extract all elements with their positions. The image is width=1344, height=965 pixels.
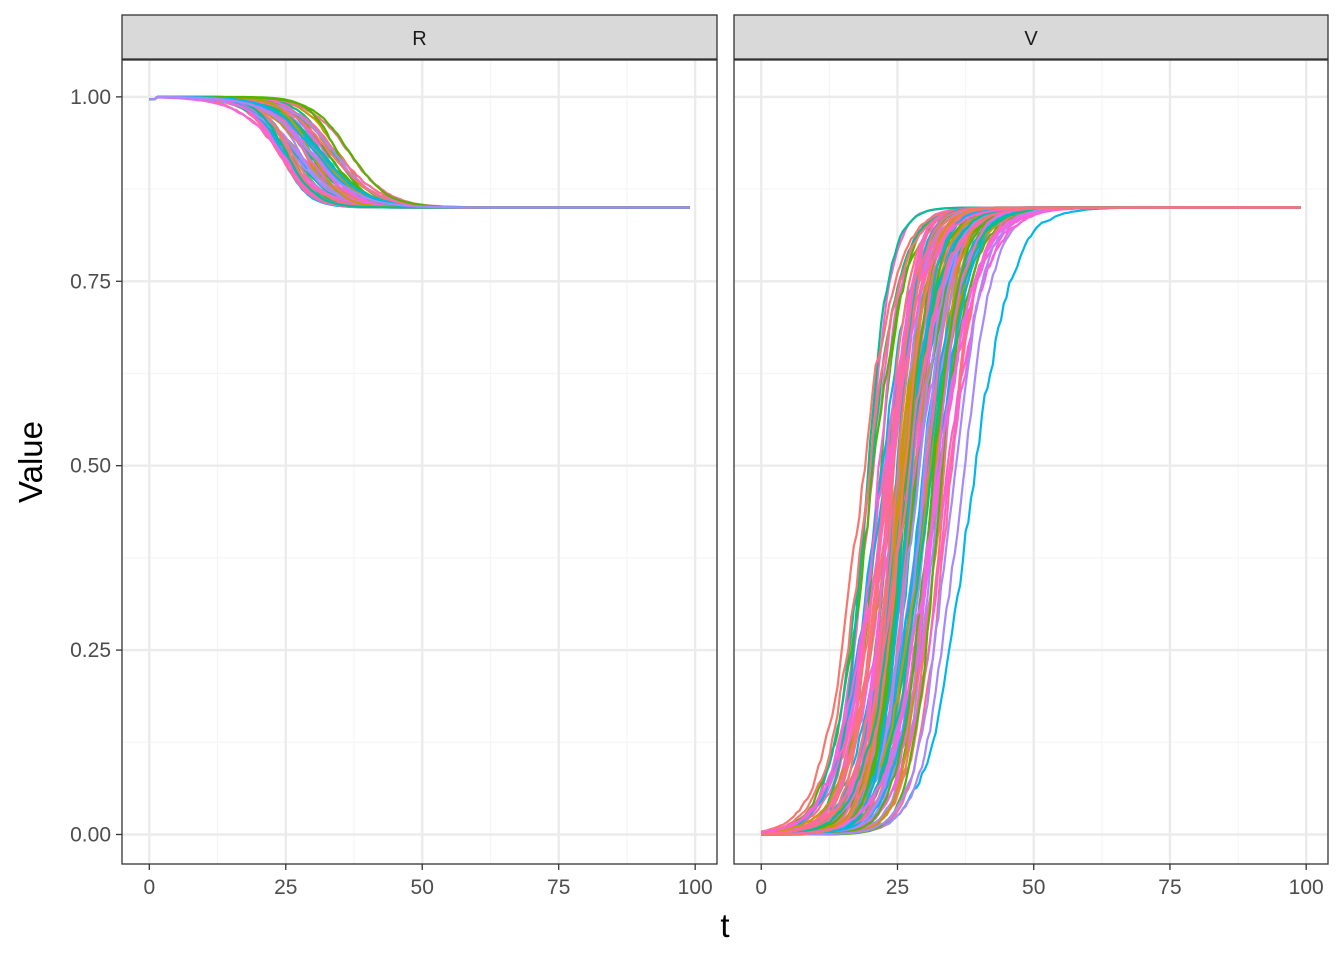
y-tick-label: 0.75 [70,270,111,293]
strip-background [733,14,1329,60]
x-axis-title: t [720,907,729,944]
y-tick-label: 1.00 [70,86,111,109]
x-tick-label: 25 [274,876,297,899]
y-axis-title: Value [12,421,49,503]
panel-border [121,59,718,865]
panel-R: R 0 25 50 75 100 0.00 0.25 0.50 0.75 1.00 [70,14,718,899]
x-tick-label: 25 [886,876,909,899]
x-tick-label: 0 [143,876,155,899]
panels-layer: R 0 25 50 75 100 0.00 0.25 0.50 0.75 1.00 V 0 25 50 75 1… [70,14,1329,899]
x-tick-label: 75 [547,876,570,899]
y-tick-label: 0.25 [70,639,111,662]
series-group [761,206,1301,836]
x-tick-label: 100 [1289,876,1324,899]
y-tick-label: 0.50 [70,455,111,478]
y-tick-label: 0.00 [70,823,111,846]
panel-background [122,60,717,864]
x-tick-label: 50 [1022,876,1045,899]
x-tick-label: 50 [411,876,434,899]
panel-background [734,60,1328,864]
series-line [149,95,690,209]
x-tick-label: 100 [678,876,713,899]
series-line [761,206,1301,836]
series-group [149,95,690,209]
strip-label: V [1024,28,1038,50]
panel-border [733,59,1329,865]
x-tick-label: 75 [1158,876,1181,899]
strip-label: R [412,28,426,50]
x-tick-label: 0 [755,876,767,899]
panel-V: V 0 25 50 75 100 [733,14,1329,899]
strip-background [121,14,718,60]
